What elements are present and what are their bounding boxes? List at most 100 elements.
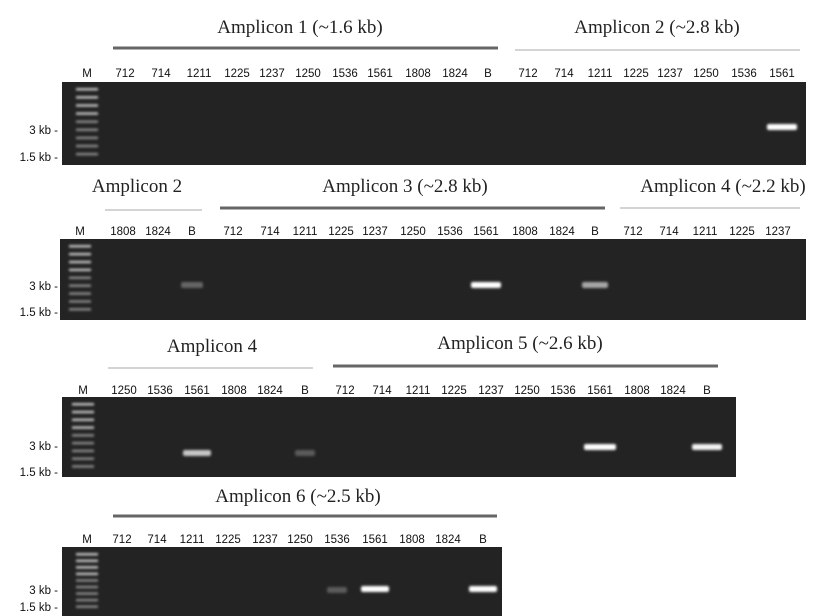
lane-label: 1561 <box>362 534 388 546</box>
ladder-band <box>76 585 98 589</box>
lane-label: 1211 <box>588 68 613 80</box>
ladder-band <box>72 449 94 453</box>
lane-label: 1211 <box>406 385 431 397</box>
ladder-band <box>76 104 98 107</box>
lane-label: 1250 <box>514 385 540 397</box>
lane-label: 1225 <box>328 226 354 238</box>
ladder-band <box>69 292 91 295</box>
lane-label: B <box>484 68 492 80</box>
ladder-band <box>69 276 91 280</box>
lane-label: 1536 <box>324 534 350 546</box>
gel-panel: Amplicon 1 (~1.6 kb) Amplicon 2 (~2.8 kb)… <box>20 17 806 165</box>
ladder-band <box>76 152 98 156</box>
lane-label: 712 <box>518 68 537 80</box>
amplicon-header: Amplicon 3 (~2.8 kb) <box>322 176 487 197</box>
lane-label: 1211 <box>693 226 718 238</box>
ladder-band <box>76 579 98 582</box>
amplicon-header: Amplicon 4 (~2.2 kb) <box>640 176 805 197</box>
lane-label: 1225 <box>623 68 649 80</box>
dna-band <box>584 444 616 450</box>
lane-label: 1225 <box>729 226 755 238</box>
dna-band <box>295 450 315 456</box>
ladder-band <box>72 403 94 406</box>
size-marker: 1.5 kb - <box>20 152 59 164</box>
lane-label: 1808 <box>110 226 136 238</box>
lane-label: 714 <box>554 68 574 80</box>
lane-label: 1808 <box>624 385 650 397</box>
lane-label: 714 <box>659 226 679 238</box>
ladder-band <box>76 88 98 91</box>
ladder-band <box>76 572 98 576</box>
lane-label: 1824 <box>145 226 171 238</box>
lane-label: 1561 <box>473 226 499 238</box>
lane-label: 712 <box>623 226 642 238</box>
ladder-band <box>76 128 98 132</box>
lane-label: 1824 <box>435 534 461 546</box>
ladder-band <box>69 252 91 256</box>
size-marker: 3 kb - <box>29 441 58 453</box>
lane-label: 714 <box>372 385 392 397</box>
dna-band <box>692 444 722 450</box>
amplicon-header: Amplicon 2 (~2.8 kb) <box>574 17 739 38</box>
amplicon-header: Amplicon 5 (~2.6 kb) <box>437 333 602 354</box>
amplicon-header: Amplicon 4 <box>167 336 258 357</box>
lane-label: 1237 <box>259 68 285 80</box>
lane-label: B <box>301 385 309 397</box>
lane-label: 1808 <box>399 534 425 546</box>
lane-label: 712 <box>115 68 134 80</box>
lane-label: 712 <box>335 385 354 397</box>
dna-band <box>469 586 497 592</box>
ladder-band <box>72 457 94 460</box>
gel-shade <box>60 239 806 320</box>
size-marker: 3 kb - <box>29 585 58 597</box>
dna-band <box>361 586 389 592</box>
lane-label: 1561 <box>367 68 393 80</box>
ladder-band <box>72 441 94 445</box>
lane-label: 1536 <box>332 68 358 80</box>
lane-label: 1237 <box>478 385 504 397</box>
ladder-band <box>69 268 91 272</box>
size-marker: 3 kb - <box>29 281 58 293</box>
ladder-band <box>69 308 91 311</box>
ladder-band <box>76 559 98 563</box>
lane-label: M <box>82 534 92 546</box>
ladder-band <box>69 245 91 248</box>
size-marker: 1.5 kb - <box>20 467 59 479</box>
lane-label: 1561 <box>769 68 795 80</box>
lane-label: B <box>188 226 196 238</box>
ladder-band <box>72 426 94 429</box>
ladder-band <box>69 260 91 264</box>
gel-panel: Amplicon 6 (~2.5 kb) M 712 714 1211 1225 1237 1… <box>20 486 502 616</box>
lane-label: 1237 <box>765 226 791 238</box>
ladder-band <box>76 553 98 556</box>
lane-label: 1250 <box>111 385 137 397</box>
lane-label: 1824 <box>549 226 575 238</box>
ladder-band <box>69 300 91 303</box>
lane-label: 1250 <box>693 68 719 80</box>
ladder-band <box>72 410 94 414</box>
dna-band <box>327 587 347 593</box>
lane-label: 1808 <box>221 385 247 397</box>
lane-label: B <box>703 385 711 397</box>
ladder-band <box>76 136 98 140</box>
lane-label: 1536 <box>550 385 576 397</box>
lane-label: 712 <box>223 226 242 238</box>
lane-label: B <box>591 226 599 238</box>
lane-label: 1536 <box>731 68 757 80</box>
lane-label: 1225 <box>215 534 241 546</box>
lane-label: 1211 <box>293 226 318 238</box>
lane-label: 1237 <box>252 534 278 546</box>
lane-label: 714 <box>151 68 171 80</box>
lane-label: 1211 <box>187 68 212 80</box>
dna-band <box>767 124 797 130</box>
ladder-band <box>76 605 98 608</box>
ladder-band <box>72 465 94 468</box>
lane-label: 1211 <box>180 534 205 546</box>
lane-label: 1808 <box>405 68 431 80</box>
lane-label: 1225 <box>441 385 467 397</box>
lane-label: 1561 <box>184 385 210 397</box>
lane-label: 1536 <box>147 385 173 397</box>
ladder-band <box>76 112 98 115</box>
lane-label: 1808 <box>512 226 538 238</box>
gel-panel: Amplicon 4 Amplicon 5 (~2.6 kb) M 1250 1536 1… <box>20 333 736 479</box>
